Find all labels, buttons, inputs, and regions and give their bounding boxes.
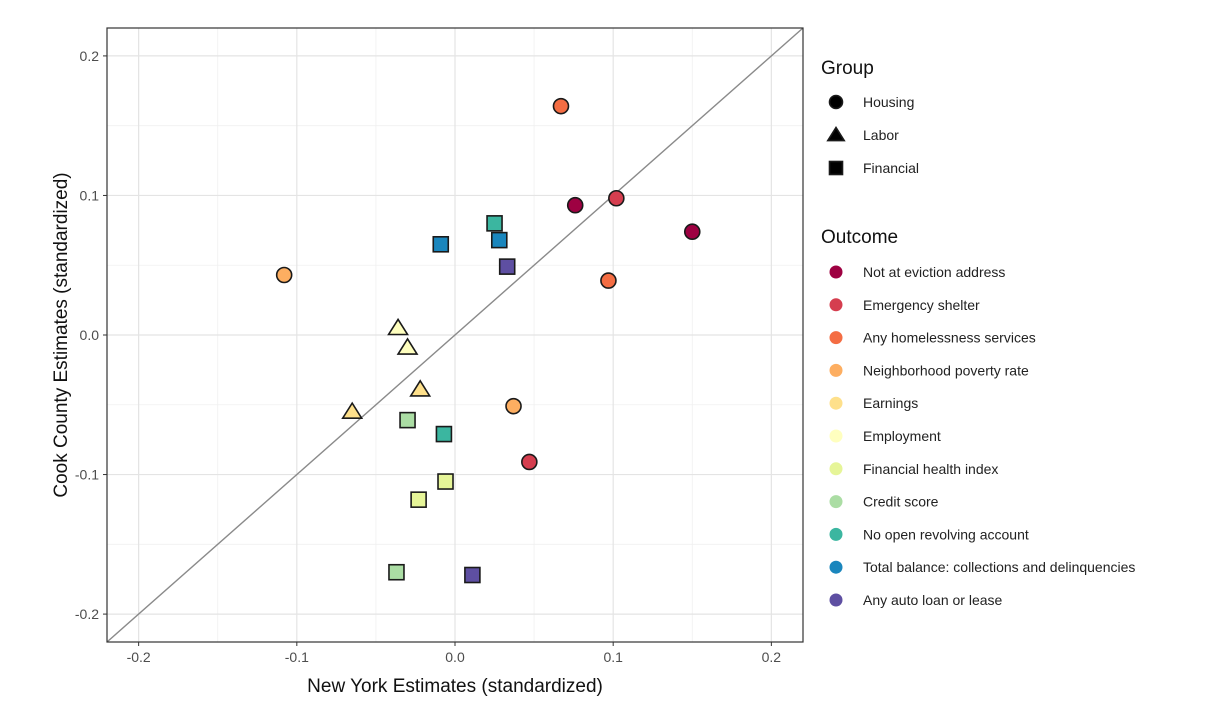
outcome-legend-item-emergency-shelter: Emergency shelter bbox=[829, 297, 980, 313]
group-legend: Housing Labor Financial bbox=[826, 94, 919, 176]
data-point-square-total-balance-collections-and-delinquencies bbox=[432, 235, 450, 253]
y-tick-label: 0.2 bbox=[80, 48, 100, 64]
outcome-legend-key bbox=[829, 363, 843, 377]
outcome-legend-key bbox=[829, 560, 843, 574]
data-point-square-credit-score bbox=[399, 411, 416, 429]
outcome-legend-item-no-open-revolving-account: No open revolving account bbox=[829, 526, 1029, 542]
outcome-legend-label: Employment bbox=[863, 428, 941, 444]
outcome-legend-label: Emergency shelter bbox=[863, 297, 980, 313]
data-point-circle-emergency-shelter bbox=[521, 453, 538, 471]
data-point-circle-emergency-shelter bbox=[608, 189, 625, 207]
outcome-legend-title: Outcome bbox=[821, 227, 898, 248]
outcome-legend-item-earnings: Earnings bbox=[829, 395, 918, 411]
outcome-legend-label: Any auto loan or lease bbox=[863, 592, 1003, 608]
outcome-legend-item-not-at-eviction-address: Not at eviction address bbox=[829, 264, 1005, 280]
data-point-circle-any-homelessness-services bbox=[600, 272, 617, 289]
group-legend-key-triangle bbox=[826, 126, 846, 142]
data-point-circle-neighborhood-poverty-rate bbox=[505, 397, 522, 415]
outcome-legend-label: Credit score bbox=[863, 494, 939, 510]
group-legend-label: Housing bbox=[863, 94, 914, 110]
outcome-legend-label: Not at eviction address bbox=[863, 264, 1005, 280]
data-points bbox=[275, 97, 701, 584]
y-axis-ticks: -0.2 -0.1 0.0 0.1 0.2 bbox=[75, 48, 107, 622]
y-tick-label: 0.0 bbox=[80, 327, 100, 343]
data-point-square-no-open-revolving-account bbox=[486, 215, 503, 232]
outcome-legend-label: Earnings bbox=[863, 395, 918, 411]
y-tick-label: -0.2 bbox=[75, 606, 99, 622]
x-tick-label: 0.0 bbox=[445, 649, 465, 665]
y-tick-label: 0.1 bbox=[80, 187, 100, 203]
outcome-legend-label: Financial health index bbox=[863, 461, 998, 477]
outcome-legend-key bbox=[829, 462, 843, 476]
data-point-triangle-earnings bbox=[341, 401, 364, 420]
outcome-legend-label: No open revolving account bbox=[863, 526, 1029, 542]
y-axis-title: Cook County Estimates (standardized) bbox=[51, 172, 72, 497]
group-legend-item-housing: Housing bbox=[828, 94, 914, 110]
data-point-square-any-auto-loan-or-lease bbox=[464, 566, 481, 584]
outcome-legend-item-credit-score: Credit score bbox=[829, 494, 939, 510]
group-legend-item-labor: Labor bbox=[826, 126, 899, 143]
x-tick-label: -0.1 bbox=[285, 649, 309, 665]
group-legend-key-square bbox=[828, 160, 844, 176]
outcome-legend-label: Any homelessness services bbox=[863, 330, 1036, 346]
outcome-legend-key bbox=[829, 298, 843, 312]
outcome-legend-key bbox=[829, 527, 843, 541]
outcome-legend-key bbox=[829, 265, 843, 279]
x-axis-ticks: -0.2 -0.1 0.0 0.1 0.2 bbox=[127, 642, 782, 665]
group-legend-label: Labor bbox=[863, 127, 899, 143]
outcome-legend-key bbox=[829, 396, 843, 410]
data-point-square-financial-health-index bbox=[410, 491, 427, 508]
outcome-legend-key bbox=[829, 429, 843, 443]
outcome-legend-item-employment: Employment bbox=[829, 428, 941, 444]
x-tick-label: -0.2 bbox=[127, 649, 151, 665]
outcome-legend: Not at eviction address Emergency shelter… bbox=[829, 264, 1135, 608]
data-point-triangle-employment bbox=[396, 337, 419, 355]
y-tick-label: -0.1 bbox=[75, 467, 99, 483]
data-point-triangle-earnings bbox=[409, 379, 432, 397]
x-axis-title: New York Estimates (standardized) bbox=[307, 676, 603, 697]
outcome-legend-item-any-auto-loan-or-lease: Any auto loan or lease bbox=[829, 592, 1003, 608]
outcome-legend-item-financial-health-index: Financial health index bbox=[829, 461, 998, 477]
data-point-circle-not-at-eviction-address bbox=[683, 223, 701, 241]
data-point-square-credit-score bbox=[388, 563, 405, 581]
outcome-legend-label: Neighborhood poverty rate bbox=[863, 362, 1029, 378]
data-point-circle-any-homelessness-services bbox=[552, 97, 570, 115]
data-point-square-financial-health-index bbox=[437, 473, 454, 490]
group-legend-item-financial: Financial bbox=[828, 160, 919, 176]
data-point-square-no-open-revolving-account bbox=[435, 425, 453, 443]
group-legend-key-circle bbox=[828, 94, 844, 110]
outcome-legend-key bbox=[829, 331, 843, 345]
data-point-circle-not-at-eviction-address bbox=[566, 196, 584, 214]
outcome-legend-label: Total balance: collections and delinquen… bbox=[863, 559, 1135, 575]
x-tick-label: 0.2 bbox=[762, 649, 782, 665]
outcome-legend-key bbox=[829, 593, 843, 607]
outcome-legend-item-neighborhood-poverty-rate: Neighborhood poverty rate bbox=[829, 362, 1029, 378]
reference-line-y-equals-x bbox=[106, 27, 804, 643]
data-point-square-total-balance-collections-and-delinquencies bbox=[490, 231, 508, 249]
data-point-circle-neighborhood-poverty-rate bbox=[275, 266, 293, 284]
data-point-square-any-auto-loan-or-lease bbox=[498, 258, 516, 275]
outcome-legend-key bbox=[829, 495, 843, 509]
outcome-legend-item-total-balance-collections-and-delinquencies: Total balance: collections and delinquen… bbox=[829, 559, 1135, 575]
outcome-legend-item-any-homelessness-services: Any homelessness services bbox=[829, 330, 1036, 346]
x-tick-label: 0.1 bbox=[603, 649, 623, 665]
data-point-triangle-employment bbox=[387, 317, 409, 336]
group-legend-title: Group bbox=[821, 58, 874, 79]
group-legend-label: Financial bbox=[863, 160, 919, 176]
